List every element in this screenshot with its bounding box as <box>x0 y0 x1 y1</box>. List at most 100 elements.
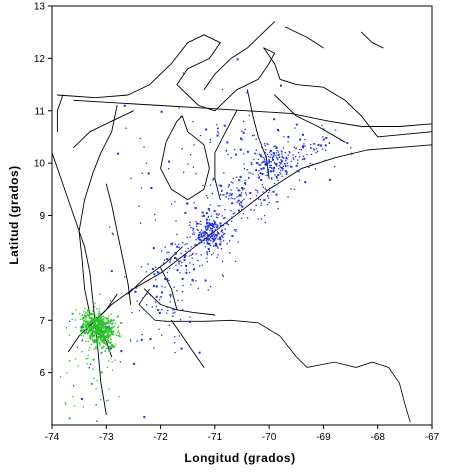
earthquake-point <box>173 286 175 288</box>
earthquake-point <box>199 134 202 137</box>
earthquake-point <box>130 177 132 179</box>
earthquake-point <box>285 157 288 160</box>
earthquake-point <box>172 315 174 317</box>
earthquake-point <box>190 227 192 229</box>
earthquake-point <box>279 166 281 168</box>
earthquake-point <box>117 335 120 337</box>
earthquake-point <box>175 258 178 260</box>
earthquake-point <box>166 306 168 308</box>
earthquake-point <box>146 293 148 295</box>
earthquake-point <box>244 179 246 181</box>
earthquake-point <box>273 145 275 148</box>
earthquake-point <box>88 310 91 313</box>
earthquake-point <box>104 325 106 328</box>
earthquake-point <box>110 330 113 333</box>
earthquake-point <box>88 316 90 318</box>
earthquake-point <box>189 271 191 274</box>
earthquake-point <box>209 229 211 232</box>
earthquake-point <box>181 299 183 301</box>
earthquake-point <box>250 172 252 174</box>
earthquake-point <box>109 347 111 349</box>
earthquake-point <box>103 334 105 336</box>
earthquake-point <box>101 351 103 354</box>
earthquake-point <box>86 332 89 335</box>
earthquake-point <box>270 166 272 168</box>
earthquake-point <box>145 304 148 306</box>
earthquake-point <box>168 160 171 163</box>
earthquake-point <box>255 138 257 141</box>
earthquake-point <box>280 163 282 165</box>
earthquake-point <box>232 197 234 200</box>
earthquake-point <box>284 162 286 165</box>
earthquake-point <box>207 207 210 210</box>
earthquake-point <box>107 330 109 332</box>
earthquake-point <box>209 139 211 141</box>
earthquake-point <box>102 339 105 341</box>
earthquake-point <box>267 194 269 197</box>
earthquake-point <box>159 296 161 298</box>
earthquake-point <box>226 192 229 195</box>
earthquake-point <box>107 322 109 324</box>
earthquake-point <box>269 156 272 158</box>
earthquake-point <box>168 279 170 282</box>
earthquake-point <box>110 334 112 336</box>
earthquake-point <box>253 209 255 211</box>
earthquake-point <box>107 341 109 343</box>
earthquake-point <box>265 163 268 166</box>
earthquake-point <box>245 183 247 185</box>
earthquake-point <box>259 199 262 201</box>
earthquake-point <box>217 238 219 240</box>
earthquake-point <box>346 142 349 145</box>
y-tick-label: 10 <box>34 159 46 170</box>
earthquake-point <box>260 162 263 164</box>
earthquake-point <box>264 221 266 224</box>
earthquake-point <box>277 153 280 156</box>
earthquake-point <box>269 190 271 192</box>
earthquake-point <box>298 156 301 158</box>
x-tick-label: -72 <box>153 432 168 443</box>
earthquake-point <box>212 241 214 243</box>
earthquake-point <box>105 348 107 350</box>
earthquake-point <box>158 328 160 330</box>
earthquake-point <box>213 238 216 241</box>
earthquake-point <box>219 236 222 239</box>
earthquake-point <box>166 277 169 280</box>
earthquake-point <box>206 223 208 225</box>
earthquake-point <box>257 158 259 161</box>
earthquake-point <box>214 222 216 224</box>
earthquake-point <box>212 245 215 247</box>
earthquake-point <box>92 319 94 321</box>
earthquake-point <box>85 329 88 332</box>
earthquake-point <box>86 320 89 323</box>
fault-line <box>67 293 118 353</box>
earthquake-point <box>98 308 100 310</box>
earthquake-point <box>230 210 232 212</box>
earthquake-point <box>178 107 180 109</box>
earthquake-point <box>217 214 219 216</box>
earthquake-point <box>227 186 229 188</box>
earthquake-point <box>314 143 316 145</box>
earthquake-point <box>194 244 196 246</box>
earthquake-point <box>292 156 294 159</box>
earthquake-point <box>110 270 113 273</box>
earthquake-point <box>87 325 90 327</box>
earthquake-point <box>211 234 214 237</box>
earthquake-point <box>286 162 288 164</box>
earthquake-point <box>229 240 231 242</box>
earthquake-point <box>239 194 242 197</box>
earthquake-point <box>83 310 85 312</box>
earthquake-point <box>196 244 198 246</box>
earthquake-point <box>213 232 215 234</box>
earthquake-point <box>290 165 292 167</box>
earthquake-point <box>192 229 194 231</box>
earthquake-point <box>95 404 97 406</box>
earthquake-point <box>100 352 102 354</box>
earthquake-point <box>241 138 244 141</box>
earthquake-point <box>192 121 194 123</box>
earthquake-point <box>131 312 133 314</box>
earthquake-point <box>92 368 94 370</box>
earthquake-point <box>207 248 210 250</box>
earthquake-point <box>164 259 166 261</box>
earthquake-point <box>135 287 137 289</box>
earthquake-point <box>111 344 114 347</box>
